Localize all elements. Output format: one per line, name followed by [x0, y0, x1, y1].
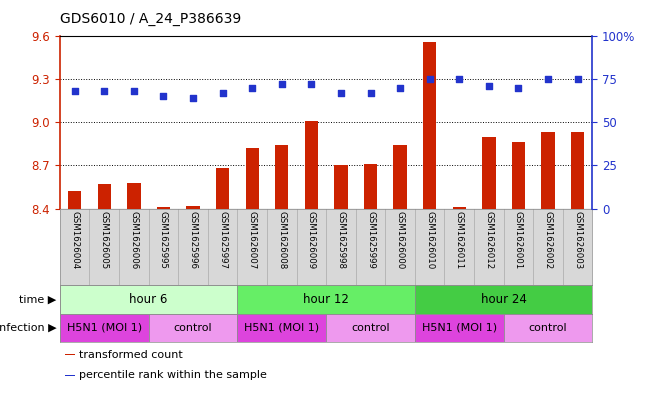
Bar [216, 168, 229, 209]
Text: GSM1626001: GSM1626001 [514, 211, 523, 269]
Bar [326, 314, 415, 342]
Text: GSM1626010: GSM1626010 [425, 211, 434, 269]
Point [395, 84, 406, 91]
Bar [275, 145, 288, 209]
Bar [60, 285, 238, 314]
Point [158, 93, 169, 99]
Bar [571, 132, 585, 209]
Text: time ▶: time ▶ [20, 294, 57, 305]
Text: GSM1626005: GSM1626005 [100, 211, 109, 269]
Text: GSM1625996: GSM1625996 [189, 211, 197, 269]
Point [187, 95, 198, 101]
Point [513, 84, 523, 91]
Text: infection ▶: infection ▶ [0, 323, 57, 333]
Text: GDS6010 / A_24_P386639: GDS6010 / A_24_P386639 [60, 12, 241, 26]
Text: percentile rank within the sample: percentile rank within the sample [79, 370, 266, 380]
Text: GSM1626011: GSM1626011 [455, 211, 464, 269]
Bar [148, 314, 238, 342]
Text: control: control [529, 323, 567, 333]
Text: GSM1626008: GSM1626008 [277, 211, 286, 269]
Text: H5N1 (MOI 1): H5N1 (MOI 1) [422, 323, 497, 333]
Bar [415, 285, 592, 314]
Text: transformed count: transformed count [79, 349, 182, 360]
Point [217, 90, 228, 96]
Point [306, 81, 316, 87]
Point [543, 76, 553, 82]
Bar [186, 206, 200, 209]
Point [129, 88, 139, 94]
Bar [393, 145, 407, 209]
Text: GSM1626003: GSM1626003 [573, 211, 582, 269]
Text: GSM1626004: GSM1626004 [70, 211, 79, 269]
Text: hour 6: hour 6 [130, 293, 168, 306]
Text: H5N1 (MOI 1): H5N1 (MOI 1) [244, 323, 320, 333]
Bar [65, 375, 75, 376]
Text: GSM1625999: GSM1625999 [366, 211, 375, 269]
Point [424, 76, 435, 82]
Point [70, 88, 80, 94]
Text: GSM1626002: GSM1626002 [544, 211, 553, 269]
Text: GSM1625997: GSM1625997 [218, 211, 227, 269]
Text: H5N1 (MOI 1): H5N1 (MOI 1) [66, 323, 142, 333]
Point [336, 90, 346, 96]
Point [572, 76, 583, 82]
Bar [98, 184, 111, 209]
Bar [65, 354, 75, 355]
Bar [512, 142, 525, 209]
Bar [364, 164, 377, 209]
Bar [157, 207, 170, 209]
Point [277, 81, 287, 87]
Point [99, 88, 109, 94]
Bar [127, 183, 141, 209]
Text: control: control [352, 323, 390, 333]
Bar [542, 132, 555, 209]
Text: GSM1626009: GSM1626009 [307, 211, 316, 269]
Text: GSM1626012: GSM1626012 [484, 211, 493, 269]
Bar [452, 207, 466, 209]
Text: hour 12: hour 12 [303, 293, 349, 306]
Bar [482, 137, 495, 209]
Text: GSM1626000: GSM1626000 [396, 211, 405, 269]
Bar [504, 314, 592, 342]
Bar [68, 191, 81, 209]
Bar [238, 314, 326, 342]
Bar [415, 314, 504, 342]
Text: hour 24: hour 24 [480, 293, 527, 306]
Text: GSM1626006: GSM1626006 [130, 211, 139, 269]
Point [484, 83, 494, 89]
Bar [334, 165, 348, 209]
Point [454, 76, 465, 82]
Text: control: control [174, 323, 212, 333]
Point [247, 84, 257, 91]
Text: GSM1625998: GSM1625998 [337, 211, 346, 269]
Text: GSM1626007: GSM1626007 [247, 211, 256, 269]
Bar [60, 314, 148, 342]
Text: GSM1625995: GSM1625995 [159, 211, 168, 269]
Bar [305, 121, 318, 209]
Bar [245, 148, 259, 209]
Point [365, 90, 376, 96]
Bar [238, 285, 415, 314]
Bar [423, 42, 436, 209]
